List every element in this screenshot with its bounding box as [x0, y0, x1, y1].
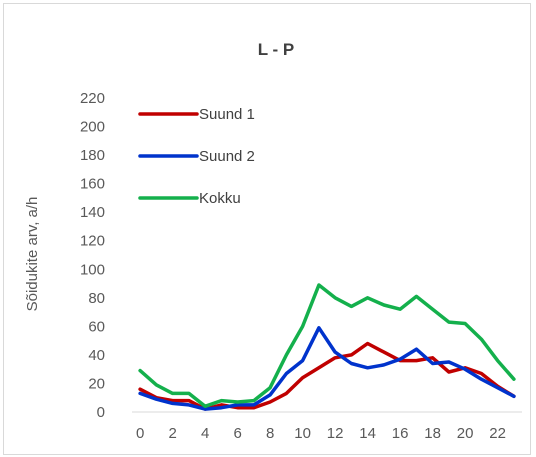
line-chart: L - P Sõidukite arv, a/h 020406080100120…: [24, 40, 522, 442]
chart-title: L - P: [258, 40, 295, 59]
series-line-3: [138, 283, 516, 409]
legend: Suund 1 Suund 2 Kokku: [138, 106, 255, 207]
y-tick-label: 0: [97, 404, 105, 421]
y-tick-label: 180: [80, 147, 105, 164]
x-tick-label: 4: [201, 425, 209, 442]
y-tick-label: 100: [80, 261, 105, 278]
x-tick-label: 6: [233, 425, 241, 442]
legend-label-1: Suund 1: [199, 106, 255, 123]
x-tick-label: 12: [327, 425, 344, 442]
x-tick-label: 16: [392, 425, 409, 442]
x-axis-ticks: 0 2 4 6 8 10 12 14 16 18 20 22: [136, 425, 506, 442]
legend-label-3: Kokku: [199, 190, 241, 207]
legend-label-2: Suund 2: [199, 148, 255, 165]
x-tick-label: 18: [424, 425, 441, 442]
y-tick-label: 200: [80, 119, 105, 136]
y-tick-label: 80: [88, 290, 105, 307]
y-axis-title: Sõidukite arv, a/h: [24, 197, 41, 312]
y-axis-ticks: 0 20 40 60 80 100 120 140 160 180 200 220: [80, 90, 105, 421]
x-tick-label: 2: [168, 425, 176, 442]
x-tick-label: 20: [457, 425, 474, 442]
y-tick-label: 160: [80, 176, 105, 193]
series-lines: [138, 283, 516, 411]
x-tick-label: 10: [294, 425, 311, 442]
x-tick-label: 0: [136, 425, 144, 442]
chart-frame: L - P Sõidukite arv, a/h 0 20 40 60 80 100 120…: [3, 3, 531, 455]
y-tick-label: 120: [80, 233, 105, 250]
y-tick-label: 40: [88, 347, 105, 364]
y-tick-label: 140: [80, 204, 105, 221]
x-tick-label: 22: [489, 425, 506, 442]
series-line-2: [138, 326, 516, 411]
y-tick-label: 20: [88, 375, 105, 392]
x-tick-label: 8: [266, 425, 274, 442]
y-tick-label: 60: [88, 318, 105, 335]
y-tick-label: 220: [80, 90, 105, 107]
x-tick-label: 14: [359, 425, 376, 442]
